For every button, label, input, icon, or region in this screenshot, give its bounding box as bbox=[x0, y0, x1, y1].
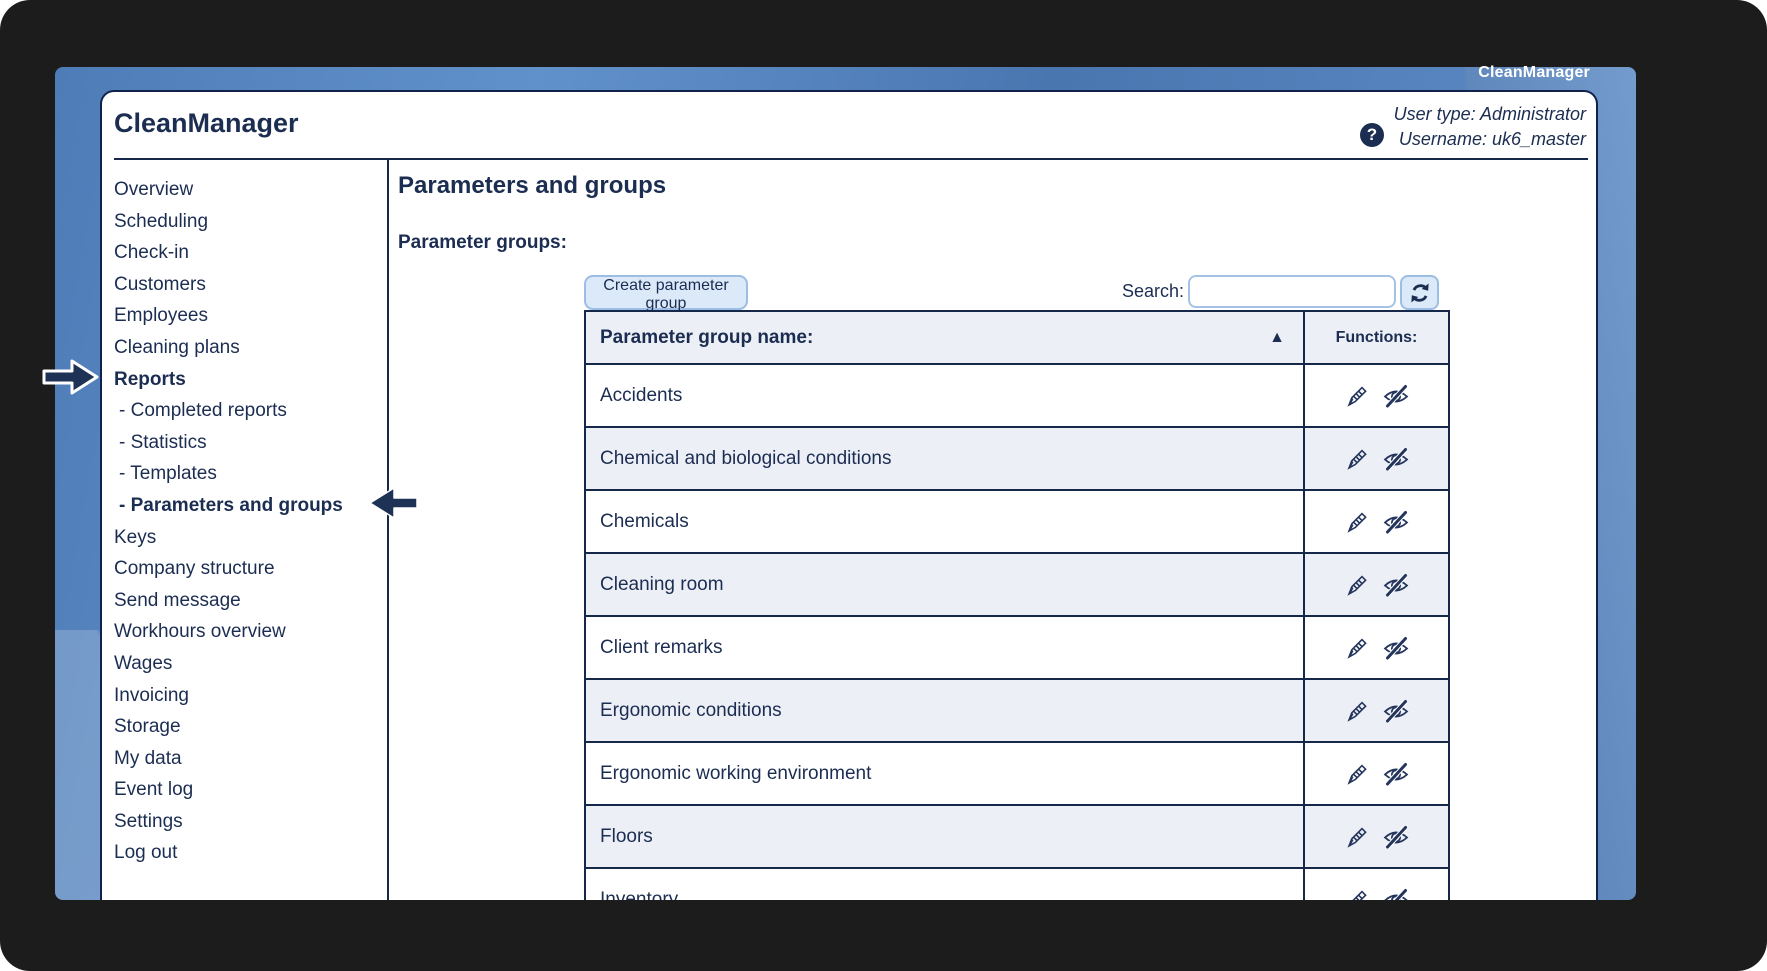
edit-icon[interactable] bbox=[1343, 445, 1371, 472]
page-title: Parameters and groups bbox=[398, 172, 667, 199]
row-name: Chemicals bbox=[586, 491, 1305, 552]
window-titlebar-text: CleanManager bbox=[1478, 64, 1590, 81]
sidebar-item-scheduling[interactable]: Scheduling bbox=[114, 210, 209, 232]
functions-column-header: Functions: bbox=[1335, 328, 1418, 346]
cleanmanager-window: CleanManager ? User type: Administrator … bbox=[100, 90, 1598, 900]
search-label: Search: bbox=[1121, 281, 1184, 301]
row-name: Ergonomic conditions bbox=[586, 680, 1305, 741]
sidebar-item-workhours-overview[interactable]: Workhours overview bbox=[114, 621, 286, 643]
sidebar-item-parameters-and-groups[interactable]: - Parameters and groups bbox=[119, 494, 343, 516]
username-label: Username: uk6_master bbox=[1398, 129, 1586, 149]
table-row: Ergonomic conditions bbox=[586, 678, 1448, 741]
sidebar-item-check-in[interactable]: Check-in bbox=[114, 242, 189, 264]
parameter-groups-table: Parameter group name: ▲ Functions: Accid… bbox=[584, 310, 1450, 900]
sidebar-item-templates[interactable]: - Templates bbox=[119, 463, 217, 485]
sidebar-item-customers[interactable]: Customers bbox=[114, 273, 206, 295]
name-column-header[interactable]: Parameter group name: ▲ bbox=[586, 312, 1305, 363]
table-row: Inventory bbox=[586, 867, 1448, 900]
sidebar-item-overview[interactable]: Overview bbox=[114, 179, 194, 200]
help-icon[interactable]: ? bbox=[1360, 123, 1384, 147]
hide-icon[interactable] bbox=[1382, 634, 1410, 661]
sidebar-item-keys[interactable]: Keys bbox=[114, 526, 157, 548]
row-name: Inventory bbox=[586, 869, 1305, 900]
row-name: Floors bbox=[586, 806, 1305, 867]
row-name: Client remarks bbox=[586, 617, 1305, 678]
sidebar-item-storage[interactable]: Storage bbox=[114, 716, 181, 738]
table-header-row: Parameter group name: ▲ Functions: bbox=[586, 312, 1448, 363]
edit-icon[interactable] bbox=[1343, 382, 1371, 409]
edit-icon[interactable] bbox=[1343, 508, 1371, 535]
create-parameter-group-button[interactable]: Create parameter group bbox=[584, 275, 748, 312]
table-row: Accidents bbox=[586, 363, 1448, 426]
sidebar-item-settings[interactable]: Settings bbox=[114, 810, 183, 832]
table-row: Client remarks bbox=[586, 615, 1448, 678]
user-type-label: User type: Administrator bbox=[1393, 104, 1586, 124]
table-row: Chemicals bbox=[586, 489, 1448, 552]
app-logo: CleanManager bbox=[114, 108, 299, 138]
hide-icon[interactable] bbox=[1382, 823, 1410, 850]
edit-icon[interactable] bbox=[1343, 634, 1371, 661]
sidebar-item-event-log[interactable]: Event log bbox=[114, 779, 194, 801]
sidebar-item-statistics[interactable]: - Statistics bbox=[119, 431, 207, 453]
refresh-button[interactable] bbox=[1400, 275, 1439, 310]
hide-icon[interactable] bbox=[1382, 760, 1410, 787]
sidebar-item-cleaning-plans[interactable]: Cleaning plans bbox=[114, 336, 240, 358]
sidebar-nav: Overview Scheduling Check-in Customers E… bbox=[102, 160, 389, 900]
header-divider bbox=[114, 158, 1588, 160]
edit-icon[interactable] bbox=[1343, 823, 1371, 850]
sidebar-item-completed-reports[interactable]: - Completed reports bbox=[119, 400, 287, 422]
hide-icon[interactable] bbox=[1382, 445, 1410, 472]
parameters-pointer-arrow-icon bbox=[369, 487, 418, 519]
section-label: Parameter groups: bbox=[398, 232, 567, 253]
sidebar-item-wages[interactable]: Wages bbox=[114, 652, 173, 674]
sidebar-item-log-out[interactable]: Log out bbox=[114, 842, 178, 864]
sidebar-item-employees[interactable]: Employees bbox=[114, 305, 208, 327]
table-row: Ergonomic working environment bbox=[586, 741, 1448, 804]
table-row: Floors bbox=[586, 804, 1448, 867]
sidebar-item-my-data[interactable]: My data bbox=[114, 747, 182, 769]
hide-icon[interactable] bbox=[1382, 571, 1410, 598]
table-row: Chemical and biological conditions bbox=[586, 426, 1448, 489]
edit-icon[interactable] bbox=[1343, 697, 1371, 724]
refresh-icon bbox=[1410, 282, 1429, 303]
sidebar-item-invoicing[interactable]: Invoicing bbox=[114, 684, 189, 706]
edit-icon[interactable] bbox=[1343, 886, 1371, 900]
edit-icon[interactable] bbox=[1343, 571, 1371, 598]
hide-icon[interactable] bbox=[1382, 382, 1410, 409]
row-name: Chemical and biological conditions bbox=[586, 428, 1305, 489]
row-name: Cleaning room bbox=[586, 554, 1305, 615]
sidebar-item-reports[interactable]: Reports bbox=[114, 368, 186, 390]
hide-icon[interactable] bbox=[1382, 697, 1410, 724]
sort-ascending-icon[interactable]: ▲ bbox=[1269, 328, 1285, 346]
hide-icon[interactable] bbox=[1382, 508, 1410, 535]
search-input[interactable] bbox=[1188, 275, 1396, 308]
row-name: Accidents bbox=[586, 365, 1305, 426]
edit-icon[interactable] bbox=[1343, 760, 1371, 787]
table-row: Cleaning room bbox=[586, 552, 1448, 615]
sidebar-item-send-message[interactable]: Send message bbox=[114, 589, 241, 611]
sidebar-item-company-structure[interactable]: Company structure bbox=[114, 558, 275, 580]
hide-icon[interactable] bbox=[1382, 886, 1410, 900]
user-info: User type: Administrator Username: uk6_m… bbox=[1394, 102, 1586, 152]
row-name: Ergonomic working environment bbox=[586, 743, 1305, 804]
